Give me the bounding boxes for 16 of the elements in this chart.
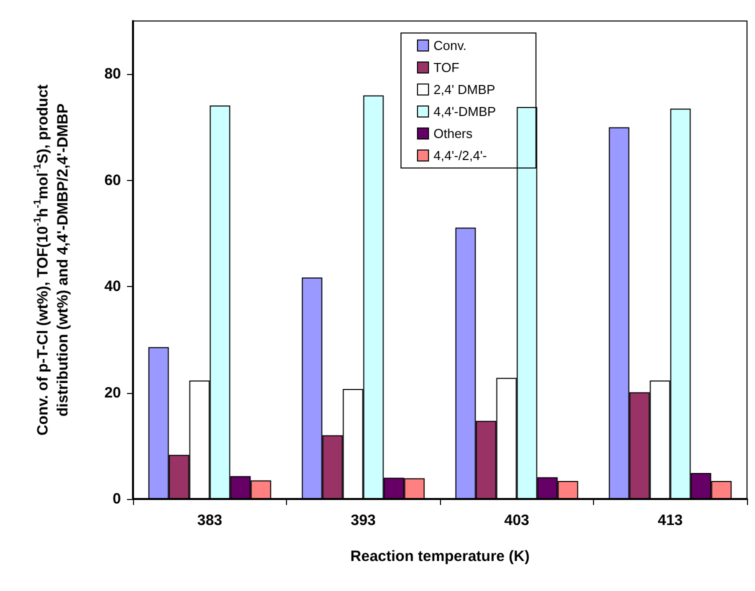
x-tick-label: 413 [658,512,683,529]
legend-label: 4,4'-DMBP [434,104,496,119]
x-axis-title: Reaction temperature (K) [350,548,530,565]
legend-label: TOF [434,60,460,75]
y-tick-label: 0 [112,490,121,508]
legend-label: 2,4' DMBP [434,82,496,97]
y-tick-label: 20 [104,384,121,402]
x-tick-label: 403 [504,512,530,529]
y-tick-label: 40 [104,278,121,296]
x-tick-label: 383 [197,512,222,529]
x-tick-label: 393 [350,512,376,529]
y-tick-label: 80 [104,66,121,83]
y-tick-label: 60 [104,172,121,189]
legend-label: Others [434,126,474,141]
legend-label: 4,4'-/2,4'- [434,148,487,163]
legend-label: Conv. [434,38,466,53]
